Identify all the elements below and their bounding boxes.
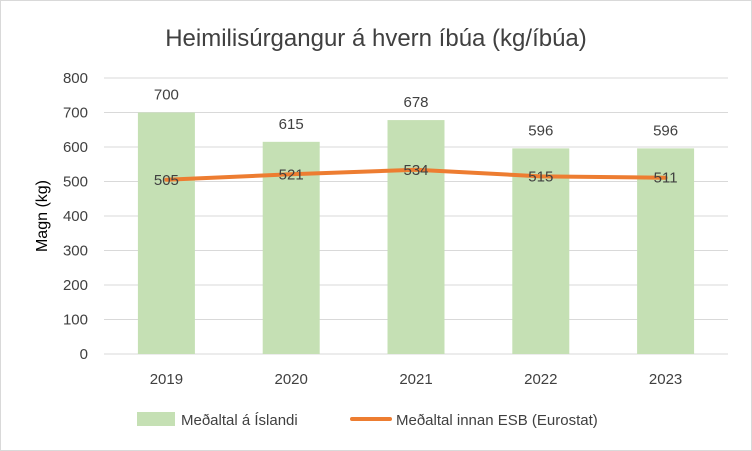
line-series-path [164,167,668,182]
bar [137,112,195,354]
x-tick-label: 2021 [399,371,432,388]
legend-swatch-bar [137,412,175,426]
y-axis-ticks: 0 100 200 300 400 500 600 700 800 [63,70,88,363]
bar [262,141,320,354]
bar [512,148,570,354]
line-data-label: 515 [528,168,553,185]
bar-series [137,112,695,354]
bar [387,120,445,354]
x-tick-label: 2023 [649,371,682,388]
x-axis-ticks: 2019 2020 2021 2022 2023 [150,371,683,388]
legend-label-bar: Meðaltal á Íslandi [181,412,298,429]
x-tick-label: 2022 [524,371,557,388]
bar-data-labels: 700 615 678 596 596 [154,87,678,140]
y-tick-label: 800 [63,70,88,87]
line-data-labels: 505 521 534 515 511 [154,162,678,189]
legend-label-line: Meðaltal innan ESB (Eurostat) [396,412,598,429]
chart-title: Heimilisúrgangur á hvern íbúa (kg/íbúa) [165,25,587,52]
y-tick-label: 400 [63,208,88,225]
y-tick-label: 600 [63,139,88,156]
y-tick-label: 700 [63,105,88,122]
bar-data-label: 678 [403,94,428,111]
line-data-label: 505 [154,172,179,189]
x-tick-label: 2019 [150,371,183,388]
y-tick-label: 200 [63,277,88,294]
bar-data-label: 700 [154,87,179,104]
bar [637,148,695,354]
y-tick-label: 300 [63,243,88,260]
y-tick-label: 500 [63,174,88,191]
y-axis-label: Magn (kg) [34,180,51,252]
line-data-label: 521 [279,166,304,183]
line-series [164,167,668,182]
y-tick-label: 0 [80,346,88,363]
line-data-label: 534 [403,162,428,179]
x-tick-label: 2020 [275,371,308,388]
line-data-label: 511 [654,170,678,187]
bar-data-label: 596 [653,122,678,139]
legend: Meðaltal á Íslandi Meðaltal innan ESB (Eu… [137,412,598,429]
y-tick-label: 100 [63,312,88,329]
bar-data-label: 596 [528,122,553,139]
bar-data-label: 615 [279,116,304,133]
